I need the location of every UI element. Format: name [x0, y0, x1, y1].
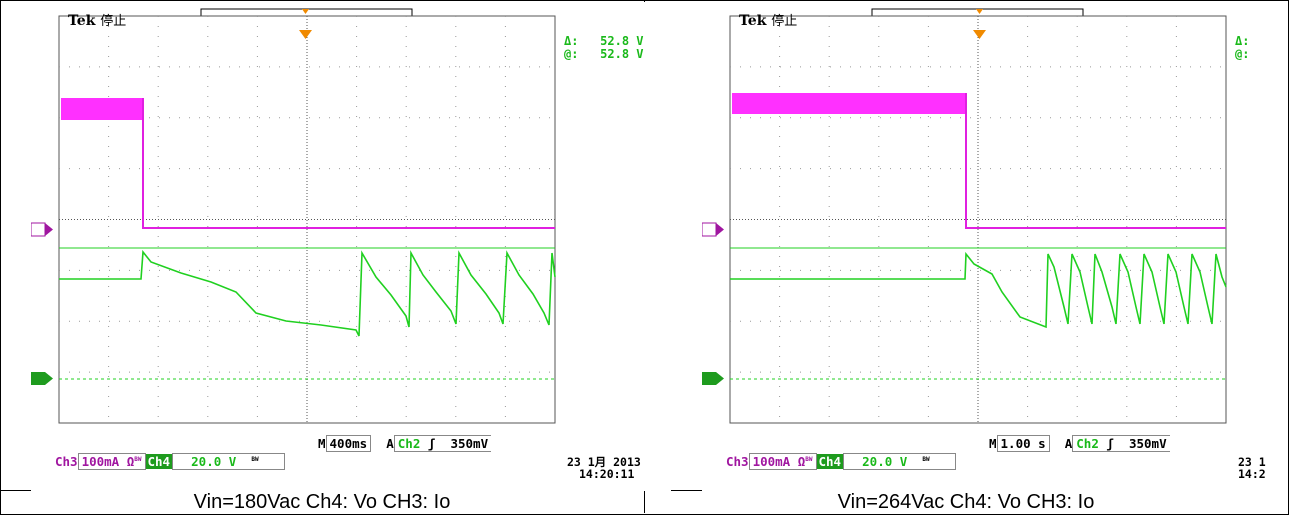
at-label: @: — [1235, 47, 1250, 61]
timebase-readout: M 400ms A Ch2 ʃ 350mV — [318, 435, 492, 452]
timestamp: 23 1 14:2 — [1238, 456, 1266, 480]
time-text: 14:2 — [1238, 467, 1266, 481]
ch3-scale: 100mA Ω — [81, 454, 135, 469]
delta-value: 52.8 V — [600, 34, 644, 48]
timebase-readout: M 1.00 s A Ch2 ʃ 350mV — [989, 435, 1170, 452]
scope-screen-right: Tek 停止 Δ: @: M 1.00 s A Ch2 ʃ 350mV Ch3 100… — [702, 2, 1287, 491]
trigger-prefix: A — [386, 436, 394, 451]
waveform-right — [702, 8, 1227, 424]
time-prefix: M — [318, 436, 326, 451]
brand-label: Tek 停止 — [739, 10, 797, 29]
ch4-scale-box: 20.0 V BW — [172, 453, 286, 470]
date-text: 23 1 — [1238, 455, 1266, 469]
timestamp: 23 1月 2013 14:20:11 — [567, 456, 641, 480]
ch4-bw-flag: BW — [251, 455, 259, 463]
trigger-level: 350mV — [450, 436, 489, 451]
brand-label: Tek 停止 — [68, 10, 126, 29]
brand-text: Tek — [739, 13, 767, 29]
run-status: 停止 — [771, 14, 798, 29]
ch3-bw-flag: BW — [134, 455, 142, 463]
ch4-label: Ch4 — [145, 454, 173, 469]
date-text: 23 1月 2013 — [567, 455, 641, 469]
graticule-left — [59, 16, 555, 423]
ch4-bw-flag: BW — [922, 455, 930, 463]
ch4-scale: 20.0 V — [862, 454, 908, 469]
waveform-left — [31, 7, 639, 424]
ch4-label: Ch4 — [816, 454, 844, 469]
caption-left: Vin=180Vac Ch4: Vo CH3: Io — [193, 491, 451, 513]
channel-readout: Ch3 100mA ΩBW Ch4 20.0 V BW — [55, 453, 286, 470]
ch4-scale: 20.0 V — [191, 454, 237, 469]
trigger-source: Ch2 — [1076, 436, 1099, 451]
delta-label: Δ: — [1235, 34, 1250, 48]
channel-readout: Ch3 100mA ΩBW Ch4 20.0 V BW — [726, 453, 957, 470]
trigger-slope-icon: ʃ — [1106, 436, 1114, 451]
ch3-scale-box: 100mA ΩBW — [748, 453, 817, 470]
ch3-label: Ch3 — [726, 454, 749, 469]
ch3-bw-flag: BW — [805, 455, 813, 463]
at-label: @: — [564, 47, 579, 61]
brand-text: Tek — [68, 13, 96, 29]
caption-right: Vin=264Vac Ch4: Vo CH3: Io — [837, 491, 1095, 513]
at-value: 52.8 V — [600, 47, 644, 61]
time-prefix: M — [989, 436, 997, 451]
time-text: 14:20:11 — [579, 467, 635, 481]
graticule-right — [730, 16, 1226, 423]
trigger-box: Ch2 ʃ 350mV — [393, 435, 492, 452]
trigger-slope-icon: ʃ — [427, 436, 436, 451]
ch3-scale: 100mA Ω — [752, 454, 806, 469]
scope-screen-left: Tek 停止 Δ: 52.8 V @: 52.8 V M 400ms A Ch2 ʃ… — [31, 2, 671, 491]
trigger-source: Ch2 — [397, 436, 421, 451]
ch4-scale-box: 20.0 V BW — [843, 453, 957, 470]
cursor-readout: Δ: 52.8 V @: 52.8 V — [564, 35, 644, 61]
ch3-scale-box: 100mA ΩBW — [77, 453, 146, 470]
timebase-value: 400ms — [325, 435, 372, 452]
trigger-level: 350mV — [1128, 436, 1167, 451]
ch3-label: Ch3 — [55, 454, 78, 469]
cursor-readout: Δ: @: — [1235, 35, 1249, 61]
trigger-box: Ch2 ʃ 350mV — [1072, 435, 1170, 452]
run-status: 停止 — [100, 14, 127, 29]
trigger-prefix: A — [1064, 436, 1073, 451]
delta-label: Δ: — [564, 34, 579, 48]
timebase-value: 1.00 s — [996, 435, 1050, 452]
